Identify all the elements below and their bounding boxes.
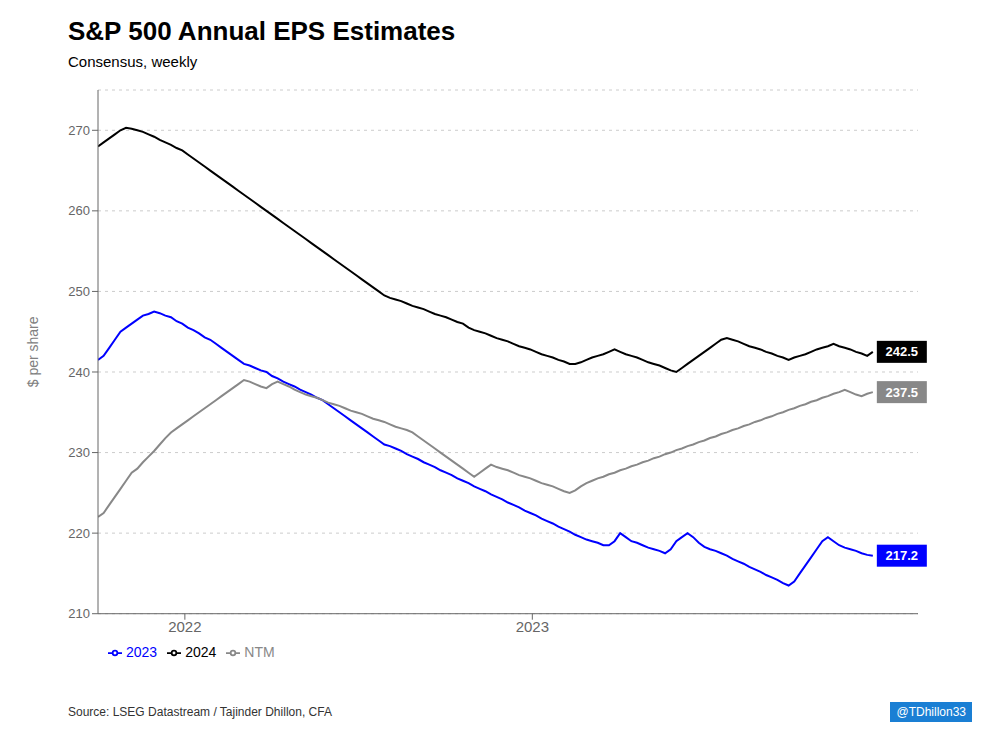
svg-text:260: 260: [68, 203, 90, 218]
html-text:Consensus, weekly: Consensus, weekly: [68, 53, 198, 70]
html-text:2024: 2024: [185, 643, 217, 660]
svg-text:237.5: 237.5: [886, 385, 919, 400]
svg-text:240: 240: [68, 365, 90, 380]
svg-text:217.2: 217.2: [886, 548, 919, 563]
svg-text:220: 220: [68, 526, 90, 541]
html-text:NTM: NTM: [244, 643, 275, 660]
html-text:S&P 500 Annual EPS Estimates: S&P 500 Annual EPS Estimates: [68, 16, 456, 46]
svg-text:230: 230: [68, 445, 90, 460]
svg-text:210: 210: [68, 606, 90, 621]
svg-text:2023: 2023: [516, 618, 549, 635]
svg-text:250: 250: [68, 284, 90, 299]
html-text:@TDhillon33: @TDhillon33: [896, 705, 966, 719]
html-text:2023: 2023: [126, 643, 158, 660]
svg-text:$ per share: $ per share: [25, 316, 41, 387]
svg-text:270: 270: [68, 123, 90, 138]
html-text:Source: LSEG Datastream / Taji: Source: LSEG Datastream / Tajinder Dhill…: [68, 705, 332, 719]
svg-text:2022: 2022: [168, 618, 201, 635]
svg-text:242.5: 242.5: [886, 344, 919, 359]
